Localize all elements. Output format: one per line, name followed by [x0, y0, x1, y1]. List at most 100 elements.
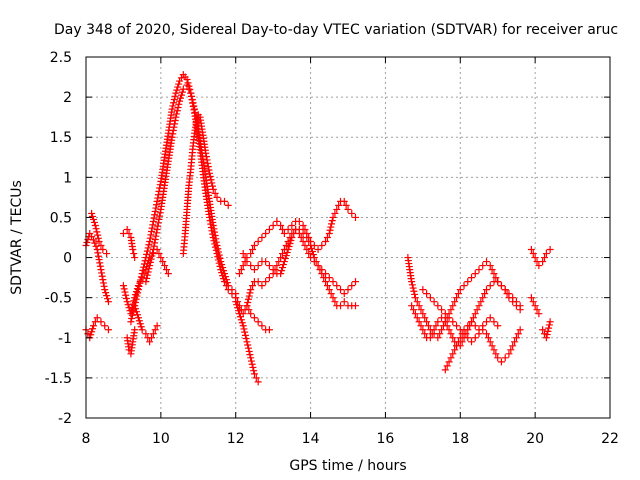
plus-point	[247, 286, 255, 294]
plus-point	[516, 302, 524, 310]
plus-point	[247, 262, 255, 270]
plus-point	[464, 334, 472, 342]
plus-point	[234, 304, 242, 312]
series-track-h	[119, 246, 172, 318]
plus-point	[150, 214, 158, 222]
plus-point	[174, 83, 182, 91]
plus-point	[322, 278, 330, 286]
plus-point	[89, 236, 97, 244]
plus-point	[512, 298, 520, 306]
plus-point	[191, 105, 199, 113]
plus-point	[152, 232, 160, 240]
plus-point	[505, 350, 513, 358]
plus-point	[494, 278, 502, 286]
plus-point	[149, 217, 157, 225]
plus-point	[153, 322, 161, 330]
plus-point	[237, 266, 245, 274]
plus-point	[204, 159, 212, 167]
plus-point	[531, 254, 539, 262]
plus-point	[417, 306, 425, 314]
plus-point	[103, 292, 111, 300]
plus-point	[192, 117, 200, 125]
plus-point	[443, 322, 451, 330]
plus-point	[94, 249, 102, 257]
plus-point	[131, 302, 139, 310]
plus-point	[486, 282, 494, 290]
x-tick-label: 12	[227, 431, 245, 447]
plus-point	[471, 310, 479, 318]
plus-point	[482, 318, 490, 326]
plus-point	[449, 350, 457, 358]
plus-point	[99, 279, 107, 287]
plus-point	[430, 298, 438, 306]
plus-point	[89, 325, 97, 333]
plus-point	[279, 261, 287, 269]
plus-point	[273, 262, 281, 270]
plus-point	[246, 289, 254, 297]
plus-point	[214, 248, 222, 256]
plus-point	[348, 209, 356, 217]
plus-point	[340, 290, 348, 298]
plus-point	[443, 362, 451, 370]
plus-point	[222, 276, 230, 284]
plus-point	[211, 189, 219, 197]
plus-point	[149, 221, 157, 229]
plus-point	[411, 310, 419, 318]
series-track-j	[123, 326, 139, 358]
y-tick-label: 1	[63, 170, 72, 186]
plus-point	[546, 246, 554, 254]
plus-point	[490, 346, 498, 354]
plus-point	[492, 274, 500, 282]
plus-point	[145, 257, 153, 265]
plus-point	[224, 201, 232, 209]
plus-point	[254, 378, 262, 386]
plus-point	[151, 326, 159, 334]
plus-point	[441, 318, 449, 326]
plus-point	[249, 363, 257, 371]
plus-point	[211, 228, 219, 236]
plus-point	[146, 238, 154, 246]
plus-point	[453, 322, 461, 330]
plus-point	[214, 245, 222, 253]
plus-point	[250, 242, 258, 250]
plus-point	[154, 222, 162, 230]
plus-point	[241, 331, 249, 339]
plus-point	[151, 236, 159, 244]
plus-point	[254, 238, 262, 246]
series-track-l	[232, 225, 359, 318]
plus-point	[464, 322, 472, 330]
plus-point	[516, 326, 524, 334]
plus-point	[310, 258, 318, 266]
plus-point	[509, 342, 517, 350]
plus-point	[144, 260, 152, 268]
plus-point	[254, 262, 262, 270]
plus-point	[471, 270, 479, 278]
plus-point	[159, 258, 167, 266]
series-track-b	[82, 314, 112, 342]
plus-point	[445, 314, 453, 322]
plus-point	[156, 209, 164, 217]
x-tick-label: 22	[601, 431, 619, 447]
plus-point	[280, 258, 288, 266]
plus-point	[423, 290, 431, 298]
plus-point	[249, 246, 257, 254]
plus-point	[262, 229, 270, 237]
plus-point	[97, 242, 105, 250]
plus-point	[88, 209, 96, 217]
plus-point	[490, 270, 498, 278]
plus-point	[277, 254, 285, 262]
plus-point	[273, 217, 281, 225]
plus-point	[283, 249, 291, 257]
plus-point	[170, 96, 178, 104]
plus-point	[447, 306, 455, 314]
plus-point	[246, 351, 254, 359]
plus-point	[247, 354, 255, 362]
plus-point	[254, 318, 262, 326]
plus-point	[147, 231, 155, 239]
plus-point	[535, 310, 543, 318]
plus-point	[436, 330, 444, 338]
plus-point	[492, 350, 500, 358]
plus-point	[162, 266, 170, 274]
plus-point	[131, 254, 139, 262]
plus-point	[216, 254, 224, 262]
